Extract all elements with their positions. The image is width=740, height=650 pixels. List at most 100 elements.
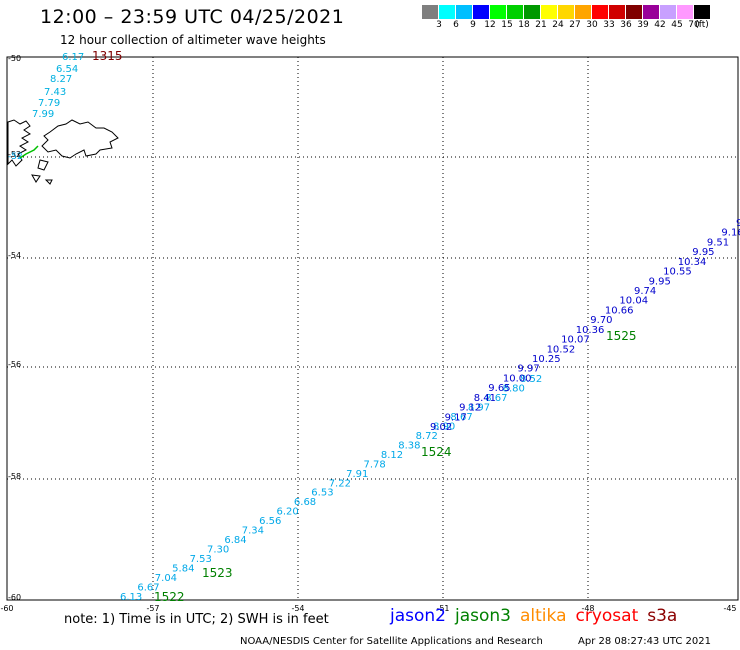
wave-height-1315: 6.17 [62,52,84,63]
legend-swatch [507,5,524,19]
lat-label: -50 [8,54,21,63]
wave-height-light: 6.84 [224,535,246,546]
wave-height-dark: 10.36 [576,325,605,336]
credit-date: Apr 28 08:27:43 UTC 2021 [578,636,711,647]
wave-height-1315: 7.79 [38,98,60,109]
wave-height-light: 8.72 [416,431,438,442]
wave-height-light: 7.22 [329,478,351,489]
legend-swatch [592,5,609,19]
map-title: 12:00 – 23:59 UTC 04/25/2021 [40,6,345,28]
wave-height-dark: 10.34 [678,257,707,268]
legend-swatch [439,5,456,19]
legend-label: 36 [620,20,632,30]
legend-label: 39 [637,20,649,30]
legend-label: 24 [552,20,564,30]
wave-height-light: 8.97 [468,402,490,413]
wave-height-light: 8.80 [503,383,525,394]
wave-height-dark: 10.55 [663,267,692,278]
legend-swatch [422,5,439,19]
legend-label: 9 [470,20,476,30]
legend-label: 3 [436,20,442,30]
wave-height-dark: 9.74 [634,286,656,297]
lon-label: -54 [291,604,304,613]
legend-swatches [422,5,740,19]
wave-height-dark: 9.95 [649,276,671,287]
legend-label: 15 [501,20,513,30]
wave-height-dark: 9.12 [459,403,481,414]
wave-height-dark: 10.00 [503,373,532,384]
wave-height-dark: 9.16 [721,228,740,239]
legend-swatch [694,5,711,19]
pass-label-1522: 1522 [154,590,185,604]
lat-label: -56 [8,360,21,369]
wave-height-1315: 7.99 [32,109,54,120]
legend-swatch [626,5,643,19]
wave-height-1315: 7.43 [44,87,66,98]
wave-height-dark: 9.51 [707,237,729,248]
legend-swatch [575,5,592,19]
pass-label-1525: 1525 [606,329,637,343]
satellite-label-s3a: s3a [647,606,678,626]
wave-height-light: 7.91 [346,469,368,480]
credit-text: NOAA/NESDIS Center for Satellite Applica… [240,636,543,647]
wave-height-light: 8.12 [381,450,403,461]
satellite-label-cryosat: cryosat [575,606,639,626]
wave-height-light: 7.78 [363,459,385,470]
legend-swatch [456,5,473,19]
legend-label: 27 [569,20,581,30]
legend-swatch [558,5,575,19]
wave-height-dark: 10.07 [561,335,590,346]
wave-height-dark: 9.65 [488,383,510,394]
wave-height-dark: 10.52 [547,344,576,355]
lat-label: -52 [8,150,21,159]
legend-label: 18 [518,20,530,30]
lat-label: -60 [8,593,21,602]
wave-height-dark: 9.17 [445,412,467,423]
wave-height-dark: 9.1 [736,218,740,229]
lon-label: -45 [723,604,736,613]
wave-height-dark: 9.95 [692,247,714,258]
pass-label-1524: 1524 [421,445,452,459]
coastal-track [19,145,39,159]
wave-height-1315: 8.27 [50,74,72,85]
legend-label: 42 [654,20,666,30]
legend-label: (ft) [695,20,709,30]
wave-height-light: 6.53 [311,488,333,499]
wave-height-light: 6.20 [277,507,299,518]
wave-height-light: 6.56 [259,516,281,527]
legend-label: 33 [603,20,615,30]
wave-height-dark: 9.97 [517,364,539,375]
pass-label-1523: 1523 [202,566,233,580]
legend-label: 12 [484,20,496,30]
wave-height-light: 6.68 [294,497,316,508]
pass-label-1315: 1315 [92,49,123,63]
lon-label: -48 [581,604,594,613]
wave-height-dark: 8.41 [474,393,496,404]
legend-label: 6 [453,20,459,30]
legend-swatch [541,5,558,19]
lon-label: -57 [146,604,159,613]
satellite-label-jason3: jason3 [455,606,511,626]
wave-height-light: 5.84 [172,564,194,575]
map-frame [6,56,739,601]
legend-label: 45 [671,20,683,30]
wave-height-light: 7.30 [207,545,229,556]
coast-lat-label: -52 [8,152,23,162]
lat-label: -54 [8,251,21,260]
wave-height-light: 8.67 [485,393,507,404]
satellite-legend: jason2 jason3 altika cryosat s3a [390,606,686,626]
lat-label: -58 [8,472,21,481]
wave-height-light: 6.13 [120,592,142,603]
wave-height-dark: 9.70 [590,315,612,326]
wave-height-light: 8.52 [520,374,542,385]
legend-swatch [524,5,541,19]
wave-height-legend: 3 6 9 12 15 18 21 24 27 30 33 36 39 42 45 70 (ft) [422,5,740,33]
legend-swatch [677,5,694,19]
wave-height-light: 7.04 [155,573,177,584]
wave-height-dark: 9.02 [430,422,452,433]
wave-height-dark: 10.25 [532,354,561,365]
legend-swatch [490,5,507,19]
legend-swatch [473,5,490,19]
wave-height-1315: 6.54 [56,64,78,75]
